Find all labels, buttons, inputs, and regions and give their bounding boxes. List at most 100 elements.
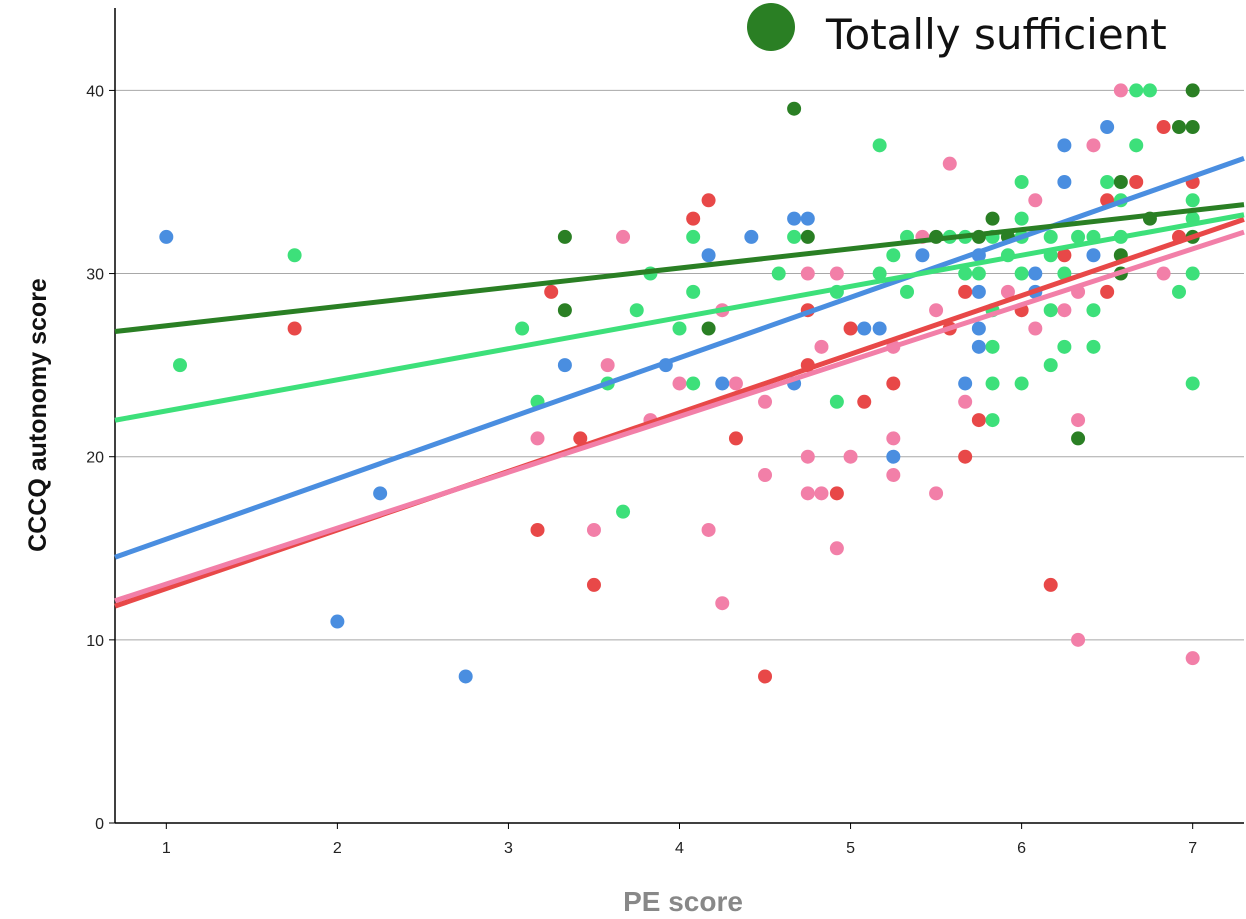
x-tick-label-2: 3 bbox=[504, 840, 513, 857]
point-s1-17 bbox=[958, 449, 973, 464]
point-s4-3 bbox=[787, 101, 802, 116]
point-s3-32 bbox=[1014, 211, 1029, 226]
point-s0-16 bbox=[958, 376, 973, 391]
point-s3-20 bbox=[900, 284, 915, 299]
point-s1-7 bbox=[728, 431, 743, 446]
x-tick-label-6: 7 bbox=[1188, 840, 1197, 857]
point-s4-10 bbox=[1113, 174, 1128, 189]
point-s2-6 bbox=[701, 522, 716, 537]
point-s3-34 bbox=[1014, 266, 1029, 281]
point-s3-31 bbox=[1014, 174, 1029, 189]
y-tick-label-4: 40 bbox=[86, 83, 104, 100]
point-s1-8 bbox=[758, 669, 773, 684]
point-s3-45 bbox=[1086, 339, 1101, 354]
point-s2-26 bbox=[942, 156, 957, 171]
point-s0-23 bbox=[1057, 138, 1072, 153]
point-s3-49 bbox=[1129, 83, 1144, 98]
point-s0-21 bbox=[1028, 266, 1043, 281]
point-s3-6 bbox=[629, 303, 644, 318]
fit-lines bbox=[114, 156, 1245, 609]
point-s1-16 bbox=[958, 284, 973, 299]
point-s3-15 bbox=[829, 394, 844, 409]
point-s3-35 bbox=[1014, 376, 1029, 391]
point-s2-8 bbox=[715, 596, 730, 611]
point-s2-0 bbox=[530, 431, 545, 446]
point-s3-16 bbox=[872, 138, 887, 153]
point-s2-3 bbox=[616, 229, 631, 244]
point-s2-37 bbox=[1156, 266, 1171, 281]
point-s0-12 bbox=[857, 321, 872, 336]
point-s0-15 bbox=[915, 248, 930, 263]
x-tick-label-4: 5 bbox=[846, 840, 855, 857]
point-s2-5 bbox=[672, 376, 687, 391]
point-s3-12 bbox=[771, 266, 786, 281]
point-s2-21 bbox=[886, 431, 901, 446]
point-s2-28 bbox=[1000, 284, 1015, 299]
point-s2-36 bbox=[1113, 83, 1128, 98]
point-s2-13 bbox=[800, 449, 815, 464]
point-s0-3 bbox=[458, 669, 473, 684]
point-s2-1 bbox=[586, 522, 601, 537]
point-s2-34 bbox=[1071, 632, 1086, 647]
point-s4-9 bbox=[1071, 431, 1086, 446]
point-s1-6 bbox=[701, 193, 716, 208]
point-s3-0 bbox=[173, 358, 188, 373]
point-s4-1 bbox=[557, 303, 572, 318]
point-s0-9 bbox=[787, 211, 802, 226]
point-s0-14 bbox=[886, 449, 901, 464]
point-s2-16 bbox=[814, 486, 829, 501]
point-s3-9 bbox=[686, 229, 701, 244]
y-axis-title: CCCQ autonomy score bbox=[24, 278, 52, 552]
y-tick-label-1: 10 bbox=[86, 633, 104, 650]
point-s2-17 bbox=[829, 266, 844, 281]
fit-line-s3 bbox=[114, 212, 1245, 423]
point-s3-36 bbox=[1043, 229, 1058, 244]
point-s2-9 bbox=[728, 376, 743, 391]
point-s4-15 bbox=[1185, 83, 1200, 98]
point-s1-21 bbox=[1057, 248, 1072, 263]
point-s2-25 bbox=[929, 486, 944, 501]
point-s4-0 bbox=[557, 229, 572, 244]
axis-ticks: 0 10 20 30 40 1 2 3 4 5 6 7 bbox=[86, 83, 1197, 857]
point-s2-12 bbox=[800, 266, 815, 281]
point-s0-24 bbox=[1057, 174, 1072, 189]
point-s3-27 bbox=[985, 339, 1000, 354]
point-s2-14 bbox=[800, 486, 815, 501]
point-s4-7 bbox=[985, 211, 1000, 226]
x-axis-title: PE score bbox=[623, 886, 743, 917]
point-s1-12 bbox=[843, 321, 858, 336]
point-s2-31 bbox=[1057, 303, 1072, 318]
point-s1-23 bbox=[1100, 284, 1115, 299]
point-s3-17 bbox=[872, 266, 887, 281]
point-s2-29 bbox=[1028, 193, 1043, 208]
point-s3-51 bbox=[1142, 83, 1157, 98]
point-s3-46 bbox=[1100, 174, 1115, 189]
point-s0-6 bbox=[701, 248, 716, 263]
point-s0-20 bbox=[971, 339, 986, 354]
point-s3-28 bbox=[985, 376, 1000, 391]
point-s1-11 bbox=[829, 486, 844, 501]
point-s3-8 bbox=[672, 321, 687, 336]
point-s3-5 bbox=[616, 504, 631, 519]
point-s1-14 bbox=[886, 376, 901, 391]
point-s1-2 bbox=[544, 284, 559, 299]
point-s2-19 bbox=[843, 449, 858, 464]
point-s1-24 bbox=[1129, 174, 1144, 189]
fit-line-s4 bbox=[114, 202, 1245, 335]
point-s1-20 bbox=[1043, 577, 1058, 592]
point-s3-52 bbox=[1171, 284, 1186, 299]
point-s2-11 bbox=[758, 468, 773, 483]
point-s3-18 bbox=[886, 248, 901, 263]
fit-line-s2 bbox=[114, 229, 1245, 604]
y-tick-label-0: 0 bbox=[95, 816, 104, 833]
fit-line-s1 bbox=[114, 216, 1245, 609]
point-s4-4 bbox=[800, 229, 815, 244]
legend: Totally sufficient bbox=[747, 3, 1167, 59]
point-s2-27 bbox=[958, 394, 973, 409]
point-s3-53 bbox=[1185, 193, 1200, 208]
point-s0-4 bbox=[557, 358, 572, 373]
point-s2-24 bbox=[929, 303, 944, 318]
y-tick-label-2: 20 bbox=[86, 450, 104, 467]
point-s0-13 bbox=[872, 321, 887, 336]
legend-label: Totally sufficient bbox=[825, 10, 1167, 59]
